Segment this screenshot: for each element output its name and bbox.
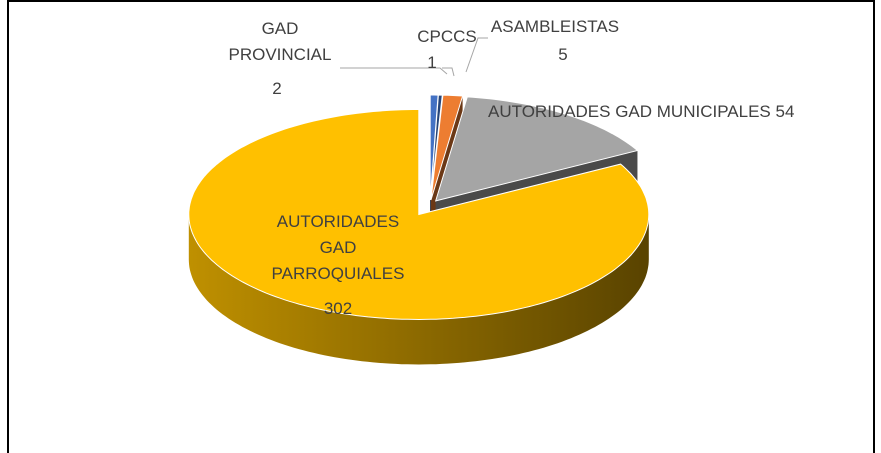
data-label: AUTORIDADES GAD MUNICIPALES 54 [488, 99, 828, 125]
data-value: 54 [775, 102, 795, 121]
slice [430, 94, 464, 201]
leader-line [442, 67, 455, 77]
leader-line [465, 37, 488, 73]
slice [429, 94, 443, 201]
data-label: ASAMBLEISTAS [490, 17, 620, 36]
data-value: 5 [558, 45, 568, 64]
label-name: AUTORIDADES GAD MUNICIPALES [488, 102, 771, 121]
slice-wall [188, 214, 649, 365]
data-label: AUTORIDADES GAD PARROQUIALES [271, 212, 405, 283]
data-value: 2 [272, 79, 282, 98]
data-label: CPCCS [417, 27, 477, 46]
leader-line [340, 67, 448, 75]
label-name: GAD PROVINCIAL [228, 19, 332, 64]
data-value: 1 [427, 53, 437, 72]
data-label: GAD PROVINCIAL [210, 16, 350, 68]
data-value: 302 [323, 299, 353, 318]
slice [434, 96, 639, 202]
frame [7, 0, 875, 453]
pie [188, 94, 650, 365]
slice [188, 109, 650, 321]
